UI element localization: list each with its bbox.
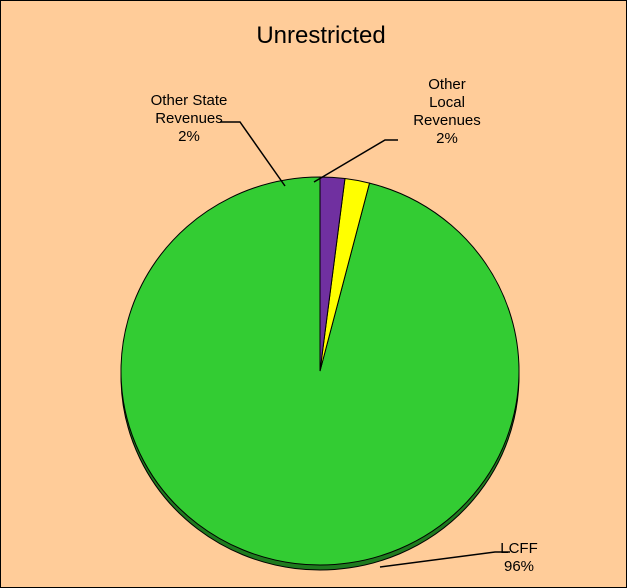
chart-title: Unrestricted	[256, 22, 385, 49]
slice-percent: 2%	[436, 130, 458, 147]
slice-name-line: Revenues	[155, 110, 223, 127]
pie-slices	[120, 176, 520, 571]
slice-name-line: Local	[429, 94, 465, 111]
leader-line-other-state-revenues	[220, 121, 286, 187]
slice-label-other-local-revenues: Other Local Revenues 2%	[413, 76, 481, 147]
slice-name-line: LCFF	[500, 540, 538, 557]
pie-slice-other-local-revenues	[319, 176, 346, 372]
slice-label-lcff: LCFF 96%	[500, 540, 538, 575]
slice-name-line: Other	[428, 76, 466, 93]
slice-name-line: Revenues	[413, 112, 481, 129]
slice-percent: 2%	[178, 128, 200, 145]
slice-name-line: Other State	[151, 92, 228, 109]
leader-lines	[220, 121, 510, 568]
leader-line-other-local-revenues	[313, 139, 398, 183]
slice-percent: 96%	[504, 558, 534, 575]
slice-label-other-state-revenues: Other State Revenues 2%	[151, 92, 228, 145]
leader-line-lcff	[379, 551, 510, 568]
slice-labels: LCFF 96%Other State Revenues 2%Other Local Re…	[151, 76, 538, 575]
